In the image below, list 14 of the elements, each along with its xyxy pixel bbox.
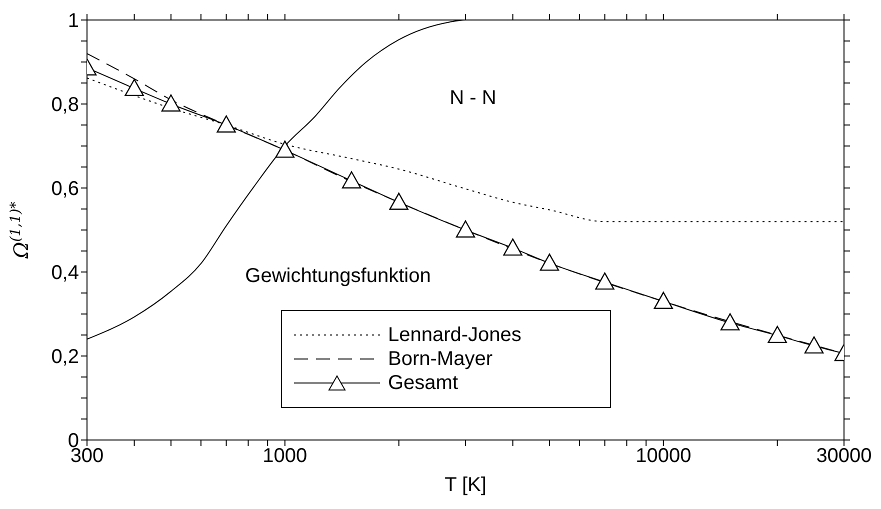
x-tick-label: 1000 bbox=[262, 445, 308, 468]
y-tick-label: 0,2 bbox=[51, 346, 79, 368]
legend-label: Gesamt bbox=[388, 372, 458, 394]
x-tick-label: 10000 bbox=[636, 445, 692, 468]
y-tick-label: 0,6 bbox=[51, 178, 79, 200]
x-tick-label: 30000 bbox=[816, 445, 872, 468]
y-tick-label: 0,8 bbox=[51, 94, 79, 116]
x-axis-title: T [K] bbox=[444, 474, 486, 496]
annotation: N - N bbox=[450, 87, 496, 109]
legend-label: Born-Mayer bbox=[388, 348, 492, 370]
legend-label: Lennard-Jones bbox=[388, 324, 522, 346]
y-tick-label: 0,4 bbox=[51, 262, 79, 284]
y-tick-label: 1 bbox=[68, 10, 79, 32]
annotation: Gewichtungsfunktion bbox=[245, 265, 431, 287]
